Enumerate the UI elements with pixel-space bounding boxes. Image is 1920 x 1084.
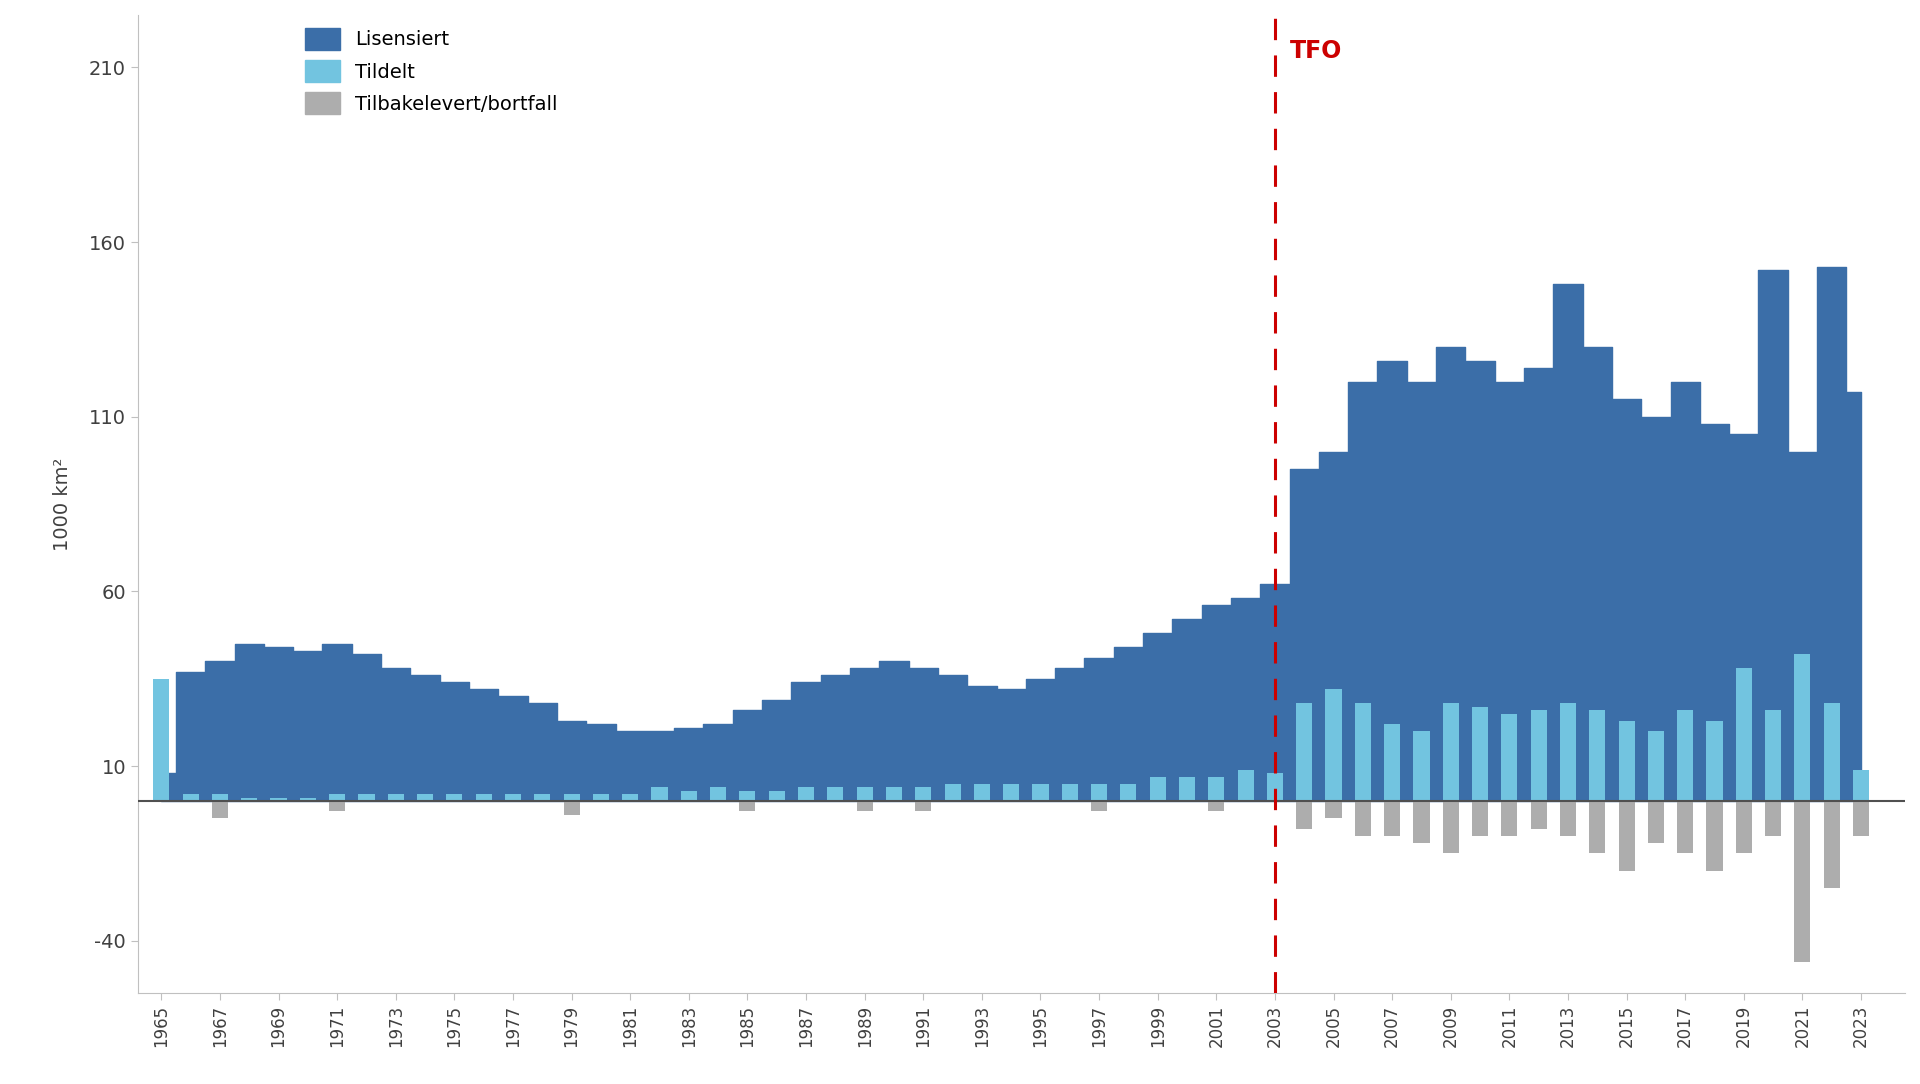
Bar (476, 793, 492, 801)
Bar (271, 798, 286, 801)
Bar (1062, 784, 1077, 801)
Bar (328, 793, 346, 801)
Bar (1413, 801, 1430, 843)
Bar (1736, 668, 1751, 801)
Bar (1002, 784, 1020, 801)
Bar (1559, 704, 1576, 801)
Bar (1647, 731, 1665, 801)
Bar (300, 798, 317, 801)
Bar (1296, 704, 1311, 801)
Bar (1442, 704, 1459, 801)
Bar (359, 793, 374, 801)
Bar (1150, 776, 1165, 801)
Bar (799, 787, 814, 801)
Bar (1764, 710, 1782, 801)
Bar (1619, 801, 1634, 870)
Bar (1795, 655, 1811, 801)
Y-axis label: 1000 km²: 1000 km² (54, 457, 73, 551)
Bar (1853, 770, 1868, 801)
Bar (1208, 776, 1225, 801)
Bar (328, 801, 346, 812)
Bar (182, 793, 198, 801)
Bar (1501, 713, 1517, 801)
Bar (1824, 801, 1839, 889)
Bar (1678, 801, 1693, 853)
Bar (1384, 801, 1400, 836)
Bar (1853, 801, 1868, 836)
Bar (1413, 731, 1430, 801)
Bar (916, 787, 931, 801)
Bar (1473, 707, 1488, 801)
Bar (1442, 801, 1459, 853)
Bar (916, 801, 931, 812)
Bar (1238, 770, 1254, 801)
Bar (1384, 724, 1400, 801)
Bar (564, 793, 580, 801)
Bar (1325, 801, 1342, 818)
Bar (1590, 801, 1605, 853)
Bar (1473, 801, 1488, 836)
Bar (593, 793, 609, 801)
Bar (1530, 710, 1548, 801)
Bar (945, 784, 960, 801)
Bar (211, 793, 228, 801)
Bar (828, 787, 843, 801)
Bar (1707, 801, 1722, 870)
Bar (1764, 801, 1782, 836)
Bar (1736, 801, 1751, 853)
Bar (1824, 704, 1839, 801)
Bar (682, 790, 697, 801)
Bar (1208, 801, 1225, 812)
Bar (1091, 784, 1108, 801)
Bar (505, 793, 520, 801)
Bar (1296, 801, 1311, 829)
Bar (1619, 721, 1634, 801)
Bar (445, 793, 463, 801)
Bar (739, 801, 755, 812)
Bar (1356, 801, 1371, 836)
Bar (973, 784, 991, 801)
Bar (710, 787, 726, 801)
Bar (1091, 801, 1108, 812)
Bar (154, 679, 169, 801)
Bar (534, 793, 551, 801)
Bar (768, 790, 785, 801)
Bar (1267, 773, 1283, 801)
Bar (1356, 704, 1371, 801)
Bar (1179, 776, 1194, 801)
Bar (1121, 784, 1137, 801)
Bar (1678, 710, 1693, 801)
Bar (1325, 689, 1342, 801)
Bar (1530, 801, 1548, 829)
Bar (1795, 801, 1811, 962)
Bar (622, 793, 637, 801)
Bar (856, 787, 874, 801)
Bar (1647, 801, 1665, 843)
Legend: Lisensiert, Tildelt, Tilbakelevert/bortfall: Lisensiert, Tildelt, Tilbakelevert/bortf… (298, 20, 566, 122)
Text: TFO: TFO (1290, 39, 1342, 64)
Bar (388, 793, 403, 801)
Bar (739, 790, 755, 801)
Bar (885, 787, 902, 801)
Bar (242, 798, 257, 801)
Bar (1559, 801, 1576, 836)
Bar (651, 787, 668, 801)
Bar (1033, 784, 1048, 801)
Bar (564, 801, 580, 815)
Bar (856, 801, 874, 812)
Bar (1707, 721, 1722, 801)
Bar (1501, 801, 1517, 836)
Bar (211, 801, 228, 818)
Bar (1590, 710, 1605, 801)
Bar (417, 793, 434, 801)
